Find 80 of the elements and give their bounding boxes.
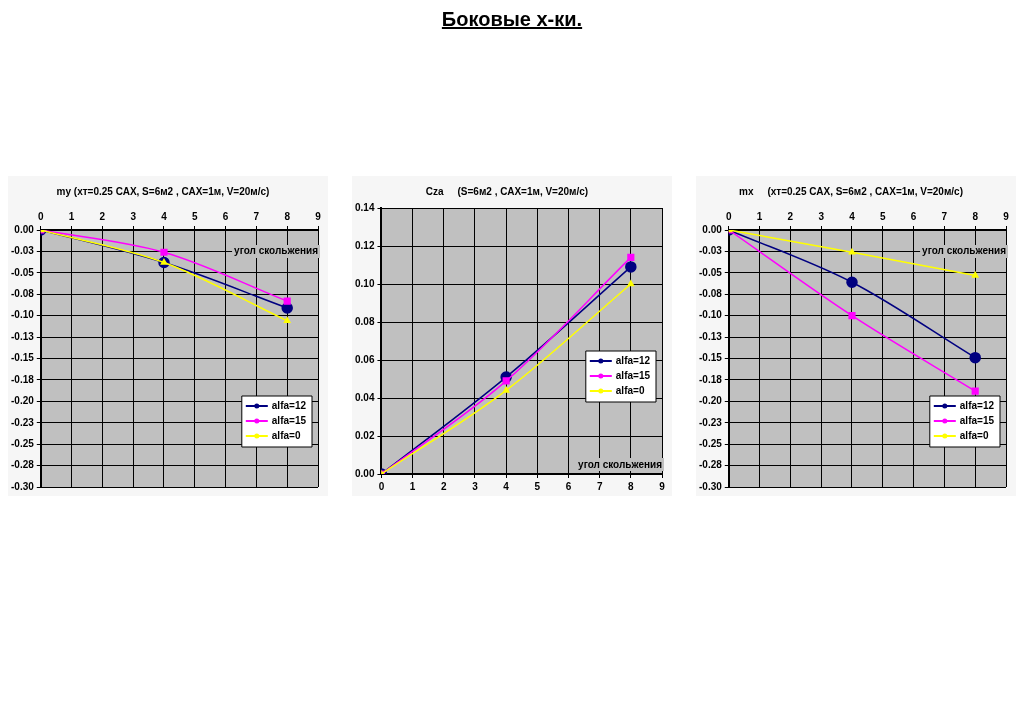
x-tick-label: 5 (192, 210, 199, 222)
x-tick-label: 5 (534, 480, 541, 492)
y-tick-label: 0.00 (14, 223, 35, 235)
legend-label: alfa=15 (271, 414, 307, 426)
x-tick-label: 7 (596, 480, 603, 492)
y-tick-label: -0.30 (699, 480, 723, 492)
x-tick-label: 1 (409, 480, 416, 492)
y-tick-label: -0.08 (11, 288, 35, 299)
chart-title: mx (хт=0.25 САХ, S=6м2 , САХ=1м, V=20м/с) (739, 185, 963, 197)
y-tick-label: 0.12 (354, 239, 375, 251)
x-tick-label: 7 (941, 210, 948, 222)
y-tick-label: 0.00 (702, 223, 723, 235)
y-tick-label: -0.28 (11, 459, 35, 471)
x-tick-label: 9 (659, 480, 666, 492)
x-tick-label: 3 (472, 480, 479, 492)
x-tick-label: 4 (161, 210, 168, 222)
x-tick-label: 0 (38, 210, 45, 222)
x-tick-label: 8 (628, 480, 635, 492)
y-tick-label: -0.13 (699, 330, 723, 342)
y-tick-label: -0.30 (11, 480, 35, 492)
y-tick-label: 0.10 (354, 277, 375, 289)
x-tick-label: 6 (565, 480, 572, 492)
x-tick-label: 6 (910, 210, 917, 222)
chart-title: Cza (S=6м2 , САХ=1м, V=20м/с) (425, 185, 589, 197)
y-tick-label: -0.05 (699, 266, 723, 278)
legend-label: alfa=0 (615, 384, 645, 396)
y-tick-label: -0.03 (11, 245, 35, 257)
y-tick-label: -0.23 (699, 416, 723, 428)
y-tick-label: 0.08 (354, 315, 375, 327)
y-tick-label: -0.18 (699, 373, 723, 385)
x-tick-label: 2 (787, 210, 794, 222)
x-tick-label: 0 (726, 210, 733, 222)
y-tick-label: 0.04 (354, 391, 375, 403)
y-tick-label: -0.05 (11, 266, 35, 278)
y-tick-label: -0.03 (699, 245, 723, 257)
y-tick-label: -0.10 (699, 309, 723, 321)
legend-label: alfa=12 (959, 399, 995, 411)
x-tick-label: 3 (130, 210, 137, 222)
x-tick-label: 8 (972, 210, 979, 222)
x-tick-label: 2 (99, 210, 106, 222)
y-tick-label: 0.00 (354, 467, 375, 479)
x-tick-label: 1 (756, 210, 763, 222)
x-tick-label: 7 (253, 210, 260, 222)
legend-label: alfa=15 (959, 414, 995, 426)
legend-label: alfa=12 (271, 399, 307, 411)
x-tick-label: 6 (222, 210, 229, 222)
y-tick-label: -0.25 (699, 437, 723, 449)
y-tick-label: -0.25 (11, 437, 35, 449)
x-tick-label: 9 (315, 210, 322, 222)
x-tick-label: 0 (378, 480, 385, 492)
x-tick-label: 1 (68, 210, 75, 222)
x-tick-label: 3 (818, 210, 825, 222)
text: Боковые х-ки. (440, 8, 584, 31)
x-axis-title: угол скольжения (234, 244, 319, 256)
y-tick-label: 0.06 (354, 353, 375, 365)
x-axis-title: угол скольжения (922, 244, 1007, 256)
x-tick-label: 8 (284, 210, 291, 222)
x-tick-label: 2 (441, 480, 448, 492)
x-tick-label: 5 (880, 210, 887, 222)
y-tick-label: -0.18 (11, 373, 35, 385)
y-tick-label: -0.13 (11, 330, 35, 342)
y-tick-label: -0.15 (11, 352, 35, 364)
y-tick-label: 0.02 (354, 429, 375, 441)
y-tick-label: -0.28 (699, 459, 723, 471)
legend-label: alfa=0 (959, 429, 989, 441)
x-tick-label: 4 (503, 480, 510, 492)
chart-title: my (хт=0.25 САХ, S=6м2 , САХ=1м, V=20м/с) (56, 185, 270, 197)
y-tick-label: 0.14 (354, 201, 375, 213)
y-tick-label: -0.15 (699, 352, 723, 364)
y-tick-label: -0.08 (699, 288, 723, 299)
y-tick-label: -0.20 (699, 395, 723, 407)
legend-label: alfa=15 (615, 369, 651, 381)
x-tick-label: 4 (849, 210, 856, 222)
legend-label: alfa=0 (271, 429, 301, 441)
y-tick-label: -0.20 (11, 395, 35, 407)
y-tick-label: -0.10 (11, 309, 35, 321)
x-axis-title: угол скольжения (578, 458, 663, 470)
legend-label: alfa=12 (615, 354, 651, 366)
y-tick-label: -0.23 (11, 416, 35, 428)
x-tick-label: 9 (1003, 210, 1010, 222)
